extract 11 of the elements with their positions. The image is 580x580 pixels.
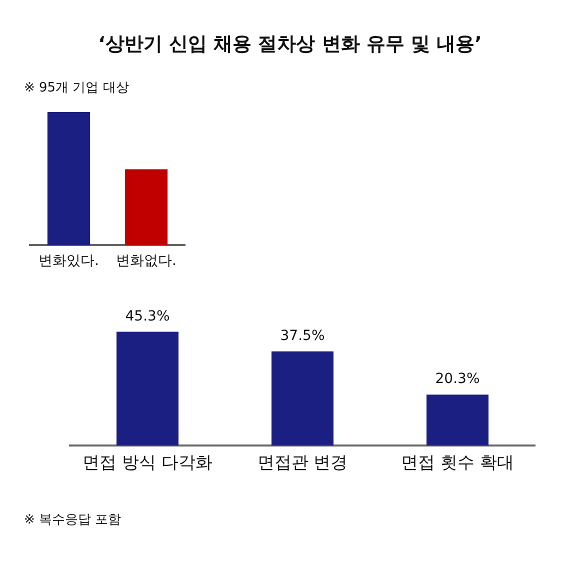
x-tick-label: 변화있다. <box>38 253 99 270</box>
text: ※ 복수응답 포함 <box>24 512 122 528</box>
data-label: 20.3% <box>435 371 480 388</box>
x-tick-label: 면접관 변경 <box>257 453 348 474</box>
x-tick-label: 변화없다. <box>116 253 176 270</box>
x-tick-label: 면접 방식 다각화 <box>82 453 212 474</box>
x-tick-label: 면접 횟수 확대 <box>401 453 514 474</box>
data-label: 37.5% <box>280 328 325 344</box>
text: ‘상반기 신입 채용 절차상 변화 유무 및 내용’ <box>98 32 482 55</box>
text: ※ 95개 기업 대상 <box>24 80 129 96</box>
data-label: 45.3% <box>125 308 170 324</box>
